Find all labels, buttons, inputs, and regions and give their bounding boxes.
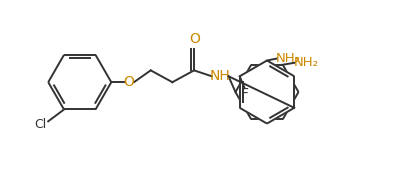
Text: O: O [124,75,135,89]
Text: O: O [190,32,200,46]
Text: Cl: Cl [34,118,46,131]
Text: NH: NH [209,69,230,83]
Polygon shape [240,60,294,124]
Text: NH₂: NH₂ [276,52,301,65]
Text: F: F [241,87,249,101]
Text: NH₂: NH₂ [294,56,319,69]
